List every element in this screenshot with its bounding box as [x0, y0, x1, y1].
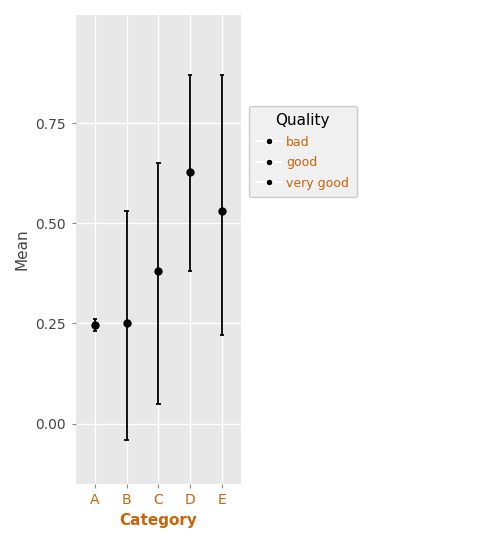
Point [91, 321, 99, 330]
Point [123, 318, 130, 327]
Point [218, 206, 226, 215]
X-axis label: Category: Category [119, 513, 197, 528]
Y-axis label: Mean: Mean [15, 229, 30, 270]
Point [155, 266, 162, 275]
Legend: bad, good, very good: bad, good, very good [249, 106, 356, 197]
Point [186, 168, 194, 176]
